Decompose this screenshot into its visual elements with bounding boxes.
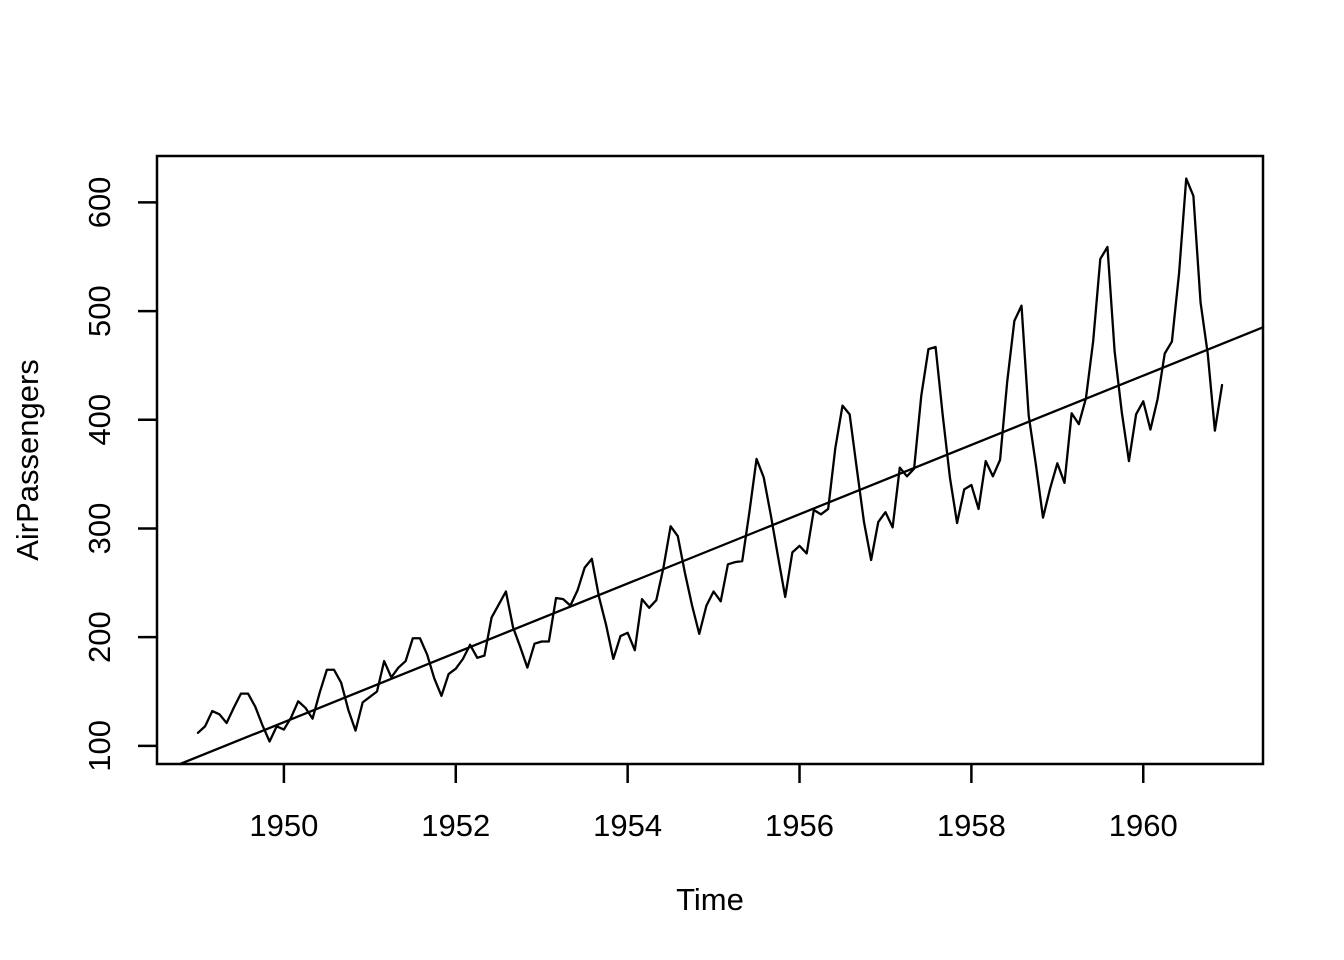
x-tick-label: 1956 — [765, 808, 834, 843]
plot-box — [155, 154, 1265, 766]
y-tick-label: 300 — [82, 503, 117, 555]
regression-line — [178, 326, 1265, 766]
x-tick-label: 1960 — [1109, 808, 1178, 843]
x-tick-label: 1954 — [593, 808, 662, 843]
y-tick-label: 600 — [82, 177, 117, 229]
x-tick-label: 1952 — [421, 808, 490, 843]
y-tick-label: 400 — [82, 394, 117, 446]
x-tick-label: 1958 — [937, 808, 1006, 843]
y-tick-label: 100 — [82, 720, 117, 772]
y-tick-label: 500 — [82, 285, 117, 337]
airpassengers-series-line — [196, 177, 1224, 743]
y-axis-title: AirPassengers — [10, 359, 45, 561]
y-tick-label: 200 — [82, 611, 117, 663]
x-axis: 1950 1952 1954 1956 1958 1960 — [249, 764, 1178, 843]
x-tick-label: 1950 — [249, 808, 318, 843]
y-axis: 100 200 300 400 500 600 — [82, 177, 157, 772]
x-axis-title: Time — [676, 882, 744, 917]
